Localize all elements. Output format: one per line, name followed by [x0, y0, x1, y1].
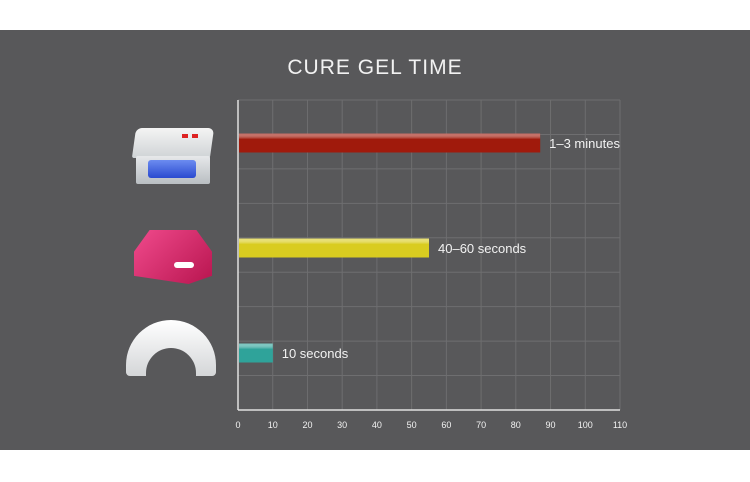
uv-lamp-image — [130, 124, 216, 186]
ccfl-lamp-image — [130, 226, 216, 288]
x-tick-label: 40 — [372, 420, 382, 430]
x-tick-label: 70 — [476, 420, 486, 430]
led-lamp-image — [124, 314, 218, 378]
x-tick-label: 30 — [337, 420, 347, 430]
x-tick-label: 90 — [546, 420, 556, 430]
x-tick-label: 80 — [511, 420, 521, 430]
x-tick-label: 100 — [578, 420, 593, 430]
bar-highlight — [239, 238, 429, 258]
data-label: 10 seconds — [282, 346, 349, 361]
chart-title: CURE GEL TIME — [287, 56, 463, 79]
x-tick-label: 0 — [235, 420, 240, 430]
x-tick-label: 20 — [302, 420, 312, 430]
data-label: 40–60 seconds — [438, 241, 527, 256]
bar-highlight — [239, 133, 541, 153]
x-tick-label: 10 — [268, 420, 278, 430]
data-label: 1–3 minutes — [549, 136, 620, 151]
x-tick-label: 110 — [613, 420, 627, 430]
bar-highlight — [239, 343, 273, 363]
x-tick-label: 50 — [407, 420, 417, 430]
x-tick-label: 60 — [441, 420, 451, 430]
